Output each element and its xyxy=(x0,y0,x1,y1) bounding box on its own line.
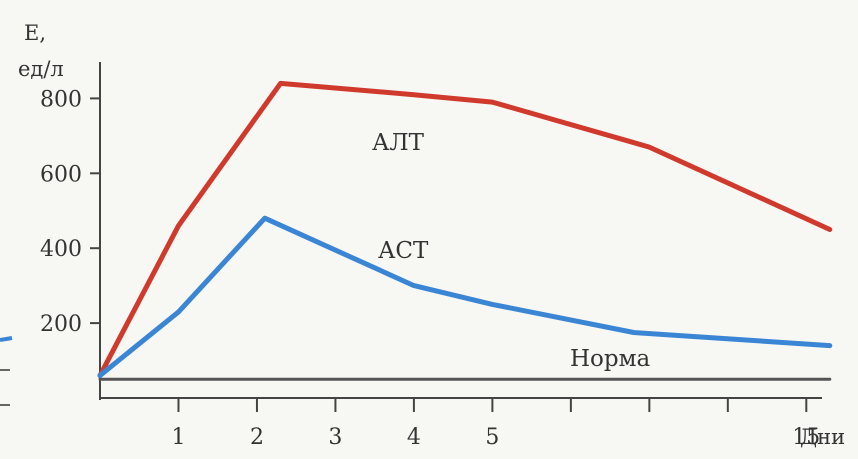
axes-layer: 200 400 600 800 1 2 3 4 5 15 xyxy=(40,62,822,450)
x-tick-label: 4 xyxy=(407,425,421,450)
y-tick-label: 800 xyxy=(40,87,82,112)
x-tick-label: 5 xyxy=(485,425,499,450)
y-axis-title-line2: ед/л xyxy=(18,57,64,81)
y-tick-label: 600 xyxy=(40,162,82,187)
x-tick-label: 15 xyxy=(792,425,820,450)
y-tick-label: 400 xyxy=(40,237,82,262)
x-ticks: 1 2 3 4 5 15 xyxy=(171,398,820,450)
series-label-ast: АСТ xyxy=(378,238,429,264)
x-axis-title: Дни xyxy=(800,425,845,449)
series-line-alt xyxy=(97,80,833,378)
x-tick-label: 1 xyxy=(171,425,185,450)
x-tick-label: 2 xyxy=(250,425,264,450)
x-tick-label: 3 xyxy=(328,425,342,450)
series-layer xyxy=(97,80,833,381)
series-label-norm: Норма xyxy=(570,346,651,372)
y-ticks: 200 400 600 800 xyxy=(40,87,100,337)
y-axis-title-line1: E, xyxy=(24,21,46,45)
edge-mark-blue xyxy=(0,336,13,342)
series-label-alt: АЛТ xyxy=(372,130,425,156)
y-tick-label: 200 xyxy=(40,312,82,337)
series-line-ast xyxy=(97,215,833,378)
